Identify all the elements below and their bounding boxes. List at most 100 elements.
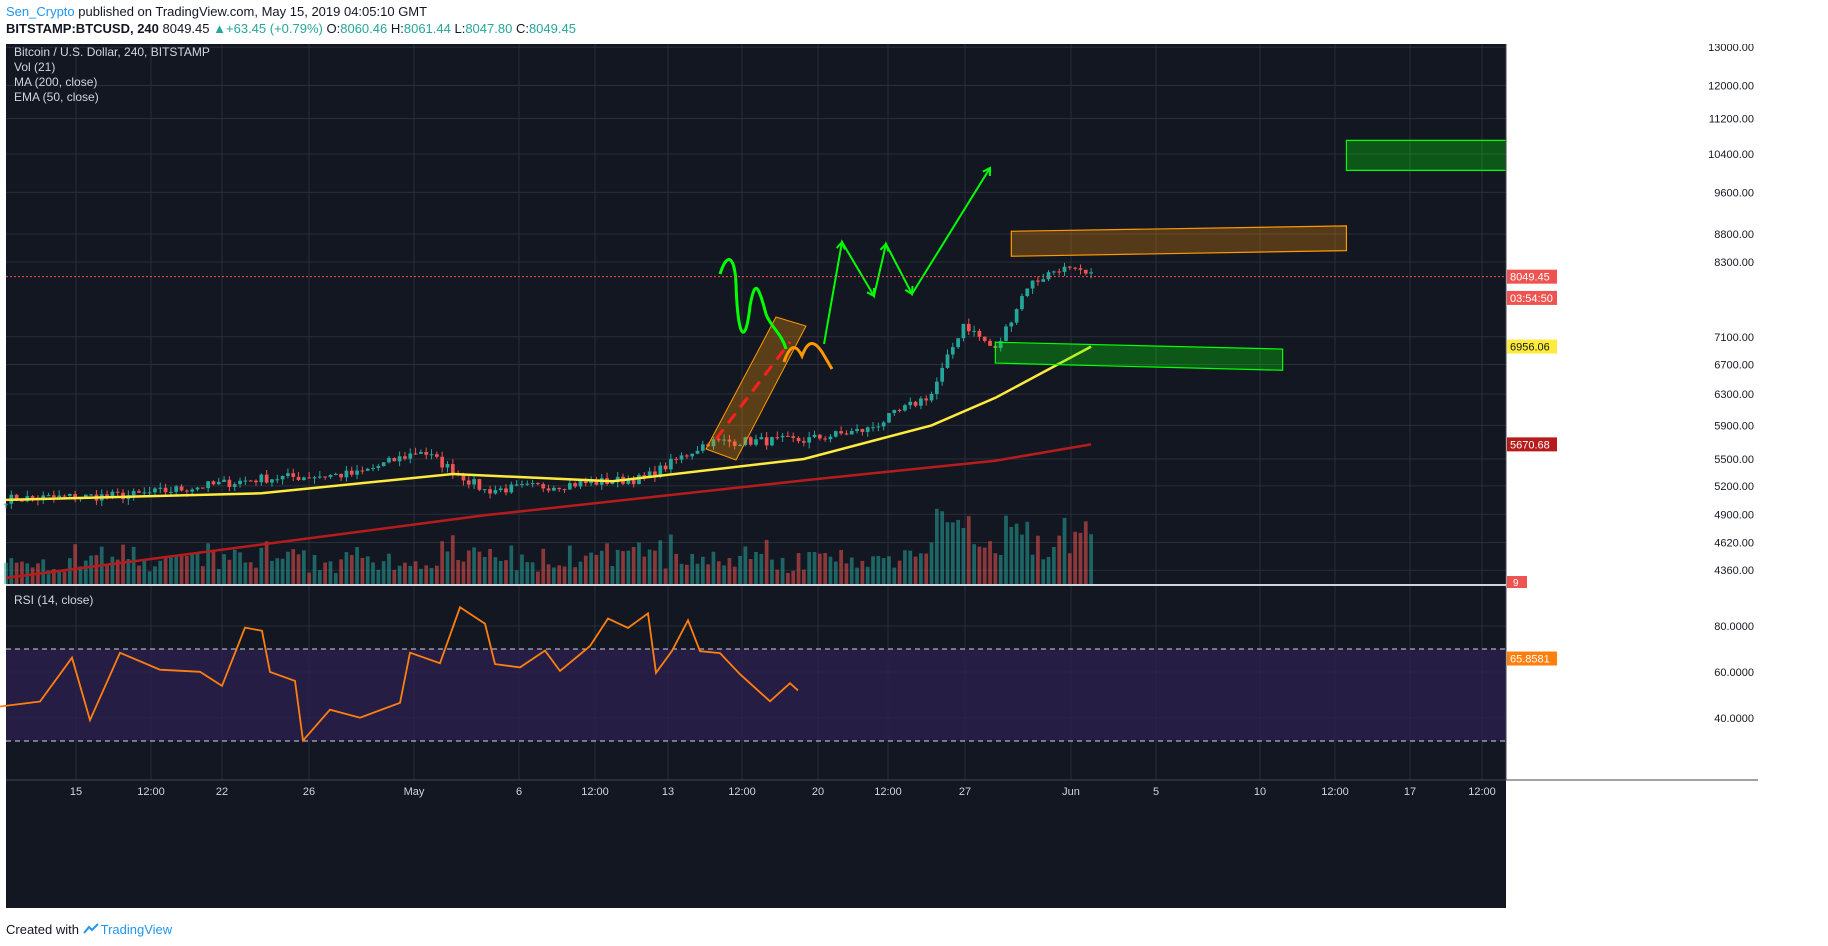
volume-bar <box>333 573 338 584</box>
candle-body <box>227 479 232 487</box>
volume-bar <box>20 561 24 584</box>
volume-bar <box>413 561 418 584</box>
volume-bar <box>105 564 109 584</box>
high-value: 8061.44 <box>403 21 451 36</box>
change-up-icon: ▲ <box>213 21 227 36</box>
candle-body <box>317 476 322 478</box>
x-tick-label: 5 <box>1153 786 1159 798</box>
candle-body <box>786 435 790 437</box>
volume-bar <box>1025 521 1030 584</box>
volume-bar <box>754 551 758 584</box>
legend-vol: Vol (21) <box>14 60 55 74</box>
volume-bar <box>892 567 897 584</box>
volume-bar <box>222 554 226 584</box>
x-tick-label: 12:00 <box>581 786 609 798</box>
volume-bar <box>307 572 312 584</box>
volume-bar <box>956 519 960 584</box>
volume-bar <box>1078 532 1083 584</box>
volume-bar <box>552 567 556 584</box>
volume-bar <box>227 559 232 584</box>
close-value: 8049.45 <box>528 21 576 36</box>
volume-bar <box>291 549 296 584</box>
volume-bar <box>674 553 679 584</box>
chart-area[interactable]: 13000.00 12000.00 11200.00 10400.00 9600.00 8… <box>0 44 1828 912</box>
price-label-bg <box>1507 269 1557 284</box>
candle-body <box>823 438 828 440</box>
volume-bar <box>142 559 147 584</box>
x-tick-label: 22 <box>216 786 228 798</box>
arrow-head-icon <box>904 285 914 296</box>
volume-bar <box>73 544 78 584</box>
volume-bar <box>610 565 615 584</box>
candle-body <box>780 435 785 438</box>
y-tick-label: 4900.00 <box>1714 509 1754 521</box>
candle-body <box>1025 288 1030 297</box>
candle-body <box>30 496 35 498</box>
candle-body <box>642 475 647 478</box>
volume-bar <box>456 560 460 584</box>
arrow-head-icon <box>866 287 876 298</box>
annotation-box <box>1010 225 1348 257</box>
volume-bar <box>887 556 891 584</box>
candle-body <box>280 475 285 480</box>
candle-body <box>1041 279 1046 282</box>
candle-body <box>887 413 891 423</box>
candle-body <box>259 474 264 483</box>
candle-body <box>637 475 641 485</box>
volume-bar <box>1057 535 1062 584</box>
candle-body <box>796 437 801 442</box>
volume-bar <box>365 556 370 584</box>
volume-bar <box>536 571 540 584</box>
legend-rsi: RSI (14, close) <box>14 593 93 607</box>
x-tick-label: 12:00 <box>874 786 902 798</box>
volume-bar <box>419 568 423 584</box>
volume-bar <box>1014 523 1019 584</box>
volume-bar <box>147 571 152 584</box>
candle-body <box>929 394 934 401</box>
candle-body <box>147 492 152 494</box>
candle-body <box>998 340 1003 348</box>
candle-body <box>982 336 987 341</box>
candle-body <box>360 470 365 472</box>
volume-bar <box>360 557 365 584</box>
candle-body <box>961 323 966 339</box>
candle-body <box>690 453 695 457</box>
volume-bar <box>684 564 689 584</box>
volume-bar <box>344 552 349 584</box>
volume-bar <box>844 563 849 584</box>
candle-body <box>956 338 960 348</box>
candle-body <box>498 488 503 491</box>
candle-body <box>46 495 51 497</box>
price-axis-bg <box>1506 44 1758 908</box>
open-label: O: <box>326 21 341 36</box>
volume-bar <box>573 567 578 584</box>
candle-body <box>674 458 679 460</box>
candle-body <box>163 487 168 493</box>
volume-bar <box>546 564 551 584</box>
candle-body <box>264 474 269 483</box>
author-link[interactable]: Sen_Crypto <box>6 4 75 19</box>
candle-body <box>871 427 875 429</box>
candle-body <box>355 470 359 475</box>
volume-bar <box>504 560 508 584</box>
candle-body <box>1057 271 1062 273</box>
candle-body <box>333 473 338 475</box>
tradingview-brand[interactable]: TradingView <box>100 922 173 937</box>
candle-body <box>775 437 780 439</box>
y-tick-label: 5200.00 <box>1714 481 1754 493</box>
volume-bar <box>392 569 397 584</box>
candle-body <box>344 470 349 478</box>
candle-body <box>328 474 333 478</box>
volume-bar <box>509 545 514 584</box>
candle-body <box>291 473 296 477</box>
volume-bar <box>46 570 51 584</box>
candle-body <box>371 467 375 469</box>
candle-body <box>153 488 157 493</box>
volume-bar <box>578 561 583 584</box>
volume-bar <box>472 547 476 584</box>
candle-body <box>323 476 328 478</box>
candle-body <box>349 470 354 475</box>
arrow-head-icon <box>835 240 846 250</box>
price-label-bg <box>1507 290 1557 305</box>
x-tick-label: May <box>404 786 425 798</box>
